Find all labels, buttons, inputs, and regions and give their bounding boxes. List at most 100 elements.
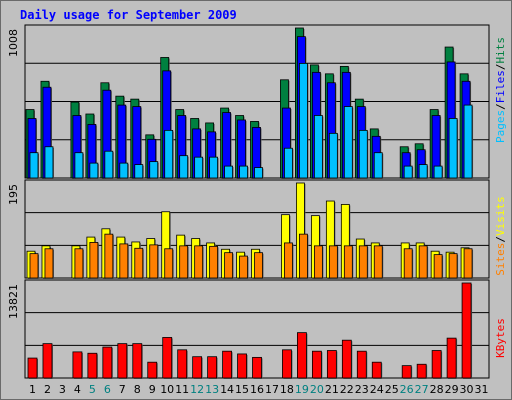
x-tick-label: 23	[355, 383, 369, 396]
kbytes-bar	[356, 350, 367, 379]
legend-entry: Hits	[494, 37, 507, 64]
legend-separator: /	[494, 103, 507, 110]
sites-bar	[44, 248, 54, 279]
kbytes-bar	[401, 365, 412, 379]
kbytes-bar	[416, 363, 427, 379]
legend-entry: Pages	[494, 110, 507, 143]
sites-bar	[209, 245, 219, 279]
x-tick-label: 22	[340, 383, 354, 396]
sites-bar	[433, 254, 443, 279]
sites-bar	[373, 245, 383, 279]
kbytes-bar	[42, 343, 53, 379]
sites-bar	[164, 248, 174, 279]
sites-bar	[224, 252, 233, 279]
sites-bar	[328, 245, 338, 279]
pages-bar	[433, 165, 443, 179]
sites-bar	[89, 242, 99, 279]
chart-title: Daily usage for September 2009	[20, 8, 237, 22]
pages-bar	[254, 167, 263, 179]
y-max-label: 1008	[7, 29, 20, 57]
legend-visits-sites: Sites/Visits	[494, 196, 507, 276]
x-tick-label: 20	[310, 383, 324, 396]
x-tick-label: 11	[175, 383, 189, 396]
sites-bar	[299, 233, 308, 279]
sites-bar	[134, 247, 144, 279]
pages-bar	[134, 164, 144, 179]
pages-bar	[164, 129, 174, 179]
pages-bar	[418, 164, 428, 179]
sites-bar	[194, 245, 204, 279]
x-tick-label: 13	[205, 383, 219, 396]
legend-separator: /	[494, 64, 507, 71]
kbytes-bar	[311, 350, 322, 379]
sites-bar	[343, 245, 353, 279]
legend-entry: Files	[494, 70, 507, 103]
legend-hits-files-pages: Pages/Files/Hits	[494, 37, 507, 143]
sites-bar	[119, 243, 129, 279]
x-tick-label: 25	[385, 383, 399, 396]
x-tick-label: 6	[104, 383, 111, 396]
kbytes-bar	[72, 351, 83, 379]
kbytes-bar	[147, 361, 158, 379]
x-tick-label: 2	[44, 383, 51, 396]
kbytes-bar	[87, 352, 98, 379]
x-tick-label: 30	[460, 383, 474, 396]
pages-bar	[373, 152, 383, 179]
x-tick-label: 16	[250, 383, 264, 396]
kbytes-bar	[461, 282, 472, 379]
x-tick-label: 14	[220, 383, 234, 396]
pages-bar	[313, 115, 323, 179]
x-tick-label: 27	[415, 383, 429, 396]
pages-bar	[463, 104, 473, 179]
pages-bar	[74, 152, 84, 179]
pages-bar	[29, 152, 39, 179]
x-tick-label: 28	[430, 383, 444, 396]
pages-bar	[44, 146, 54, 179]
legend-kbytes: KBytes	[494, 318, 507, 358]
pages-bar	[119, 162, 129, 179]
sites-bar	[448, 253, 458, 279]
x-tick-label: 18	[280, 383, 294, 396]
kbytes-bar	[282, 349, 292, 379]
sites-bar	[403, 248, 413, 279]
pages-bar	[239, 165, 248, 179]
y-max-label: 195	[7, 184, 20, 205]
kbytes-bar	[222, 350, 232, 379]
kbytes-bar	[326, 350, 337, 379]
pages-bar	[358, 129, 368, 179]
sites-bar	[358, 245, 368, 279]
x-tick-label: 24	[370, 383, 384, 396]
kbytes-bar	[252, 356, 262, 379]
x-tick-label: 17	[265, 383, 279, 396]
x-tick-label: 10	[160, 383, 174, 396]
sites-bar	[239, 255, 248, 279]
pages-bar	[104, 150, 114, 179]
sites-bar	[179, 245, 189, 279]
kbytes-bar	[27, 357, 38, 379]
legend-entry: KBytes	[494, 318, 507, 358]
legend-entry: Visits	[494, 196, 507, 236]
x-tick-label: 21	[325, 383, 339, 396]
x-tick-label: 7	[119, 383, 126, 396]
kbytes-bar	[341, 339, 352, 379]
x-tick-label: 5	[89, 383, 96, 396]
kbytes-bar	[132, 343, 143, 379]
pages-bar	[194, 156, 204, 179]
x-tick-label: 3	[59, 383, 66, 396]
pages-bar	[448, 118, 458, 179]
pages-bar	[149, 161, 159, 179]
x-tick-label: 4	[74, 383, 81, 396]
kbytes-bar	[117, 343, 128, 379]
pages-bar	[299, 63, 308, 179]
sites-bar	[254, 252, 263, 279]
pages-bar	[209, 156, 219, 179]
pages-bar	[224, 165, 233, 179]
x-tick-label: 9	[149, 383, 156, 396]
sites-bar	[313, 245, 323, 279]
pages-bar	[179, 155, 189, 179]
kbytes-bar	[192, 356, 203, 379]
kbytes-bar	[177, 349, 188, 379]
sites-bar	[463, 248, 473, 279]
pages-bar	[284, 147, 293, 179]
